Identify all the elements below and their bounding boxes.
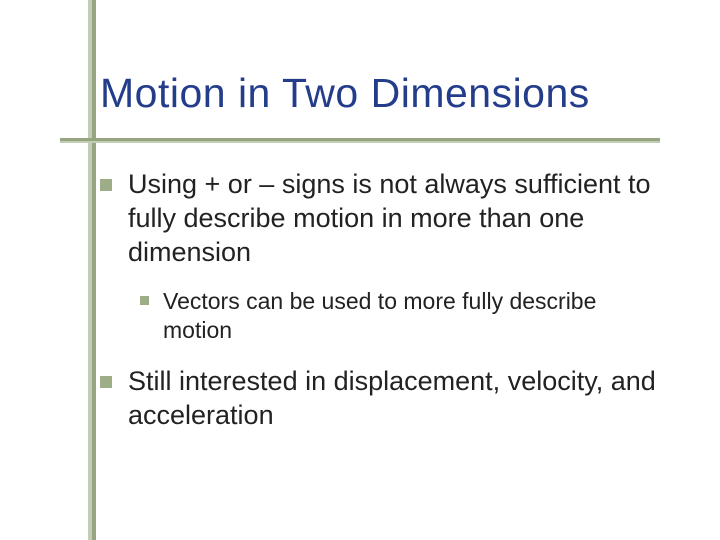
bullet-list: Using + or – signs is not always suffici…	[100, 168, 670, 432]
title-underline	[60, 138, 660, 141]
slide-body: Using + or – signs is not always suffici…	[100, 168, 670, 450]
list-item: Vectors can be used to more fully descri…	[140, 287, 670, 345]
list-item: Still interested in displacement, veloci…	[100, 365, 670, 433]
list-item-text: Still interested in displacement, veloci…	[128, 365, 670, 433]
list-item-text: Using + or – signs is not always suffici…	[128, 168, 670, 269]
square-bullet-icon	[100, 376, 112, 388]
vertical-accent-line	[92, 0, 96, 540]
list-item: Using + or – signs is not always suffici…	[100, 168, 670, 269]
slide: Motion in Two Dimensions Using + or – si…	[0, 0, 720, 540]
slide-title: Motion in Two Dimensions	[100, 70, 660, 117]
square-bullet-icon	[140, 296, 149, 305]
square-bullet-icon	[100, 179, 112, 191]
list-item-text: Vectors can be used to more fully descri…	[163, 287, 670, 345]
